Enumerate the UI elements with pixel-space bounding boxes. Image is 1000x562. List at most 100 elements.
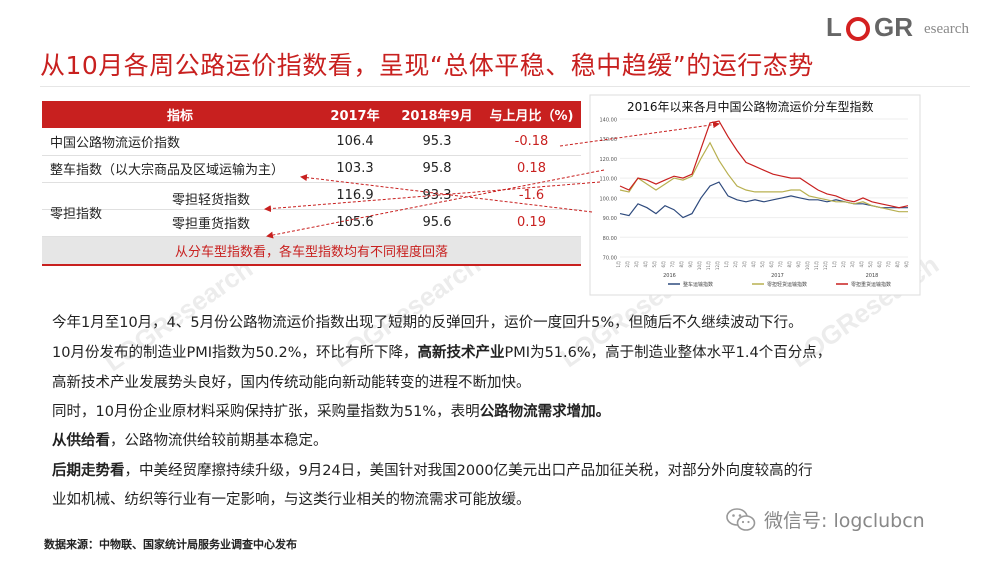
x-tick-label: 3月 — [634, 261, 639, 268]
x-tick-label: 11月 — [814, 261, 819, 270]
x-tick-label: 3月 — [850, 261, 855, 268]
x-tick-label: 5月 — [868, 261, 873, 268]
row-name-cell: 零担指数 零担轻货指数 — [42, 182, 318, 222]
text-segment: PMI为51.6%，高于制造业整体水平1.4个百分点， — [504, 345, 832, 361]
paragraph-line: 高新技术产业发展势头良好，国内传统动能向新动能转变的进程不断加快。 — [52, 376, 531, 391]
table-header-row: 指标 2017年 2018年9月 与上月比（%) — [42, 101, 581, 128]
chart-grid — [620, 118, 908, 258]
chart-x-ticks: 1月 2月 3月 4月 5月 6月 7月 8月 9月 10月 11月 12月 1月 2月 3月 4月 5月 6月 7… — [616, 261, 909, 279]
y-tick-label: 70.00 — [603, 256, 617, 262]
x-tick-label: 10月 — [805, 261, 810, 270]
x-tick-label: 7月 — [886, 261, 891, 268]
row-2018: 95.6 — [392, 209, 482, 237]
row-2017: 103.3 — [318, 155, 392, 183]
x-tick-label: 2月 — [625, 261, 630, 268]
x-tick-label: 11月 — [706, 261, 711, 270]
col-header-indicator: 指标 — [42, 101, 318, 128]
x-tick-label: 6月 — [661, 261, 666, 268]
x-tick-label: 4月 — [643, 261, 648, 268]
y-tick-label: 120.00 — [600, 157, 618, 163]
legend-label: 整车运输指数 — [683, 281, 713, 288]
x-tick-label: 2月 — [841, 261, 846, 268]
x-tick-label: 1月 — [616, 261, 621, 268]
y-tick-label: 130.00 — [600, 137, 618, 143]
x-tick-label: 1月 — [832, 261, 837, 268]
x-tick-label: 4月 — [859, 261, 864, 268]
index-table: 指标 2017年 2018年9月 与上月比（%) 中国公路物流运价指数 106.… — [42, 101, 581, 266]
row-name: 中国公路物流运价指数 — [42, 128, 318, 156]
wechat-id: 微信号: logclubcn — [764, 510, 925, 532]
row-2017: 106.4 — [318, 128, 392, 156]
y-tick-label: 80.00 — [603, 236, 617, 242]
x-tick-label: 5月 — [652, 261, 657, 268]
row-mom: -0.18 — [482, 128, 581, 156]
logo-ring — [846, 17, 870, 41]
logo-letter-l: L — [826, 12, 843, 42]
table-note-row: 从分车型指数看，各车型指数均有不同程度回落 — [42, 236, 581, 266]
x-tick-label: 8月 — [895, 261, 900, 268]
logo: L GR esearch — [826, 12, 986, 46]
row-name: 零担轻货指数 — [172, 192, 251, 208]
text-segment: 高新技术产业发展势头良好，国内传统动能向新动能转变的进程不断加快。 — [52, 375, 531, 391]
y-tick-label: 110.00 — [600, 177, 618, 183]
paragraph-line: 今年1月至10月，4、5月份公路物流运价指数出现了短期的反弹回升，运价一度回升5… — [52, 316, 803, 331]
table-note: 从分车型指数看，各车型指数均有不同程度回落 — [42, 236, 581, 266]
chart-legend: 整车运输指数 零担轻货运输指数 零担重货运输指数 — [668, 281, 891, 288]
y-tick-label: 90.00 — [603, 216, 617, 222]
x-tick-label: 7月 — [778, 261, 783, 268]
row-2018: 95.3 — [392, 128, 482, 156]
paragraph-line: 后期走势看，中美经贸摩擦持续升级，9月24日，美国针对我国2000亿美元出口产品… — [52, 464, 813, 479]
x-year-label: 2018 — [866, 273, 879, 279]
x-tick-label: 8月 — [679, 261, 684, 268]
x-tick-label: 7月 — [670, 261, 675, 268]
text-segment: 今年1月至10月，4、5月份公路物流运价指数出现了短期的反弹回升，运价一度回升5… — [52, 315, 803, 331]
line-chart: 70.00 80.00 90.00 100.00 110.00 120.00 130.00 1… — [589, 94, 921, 296]
x-tick-label: 10月 — [697, 261, 702, 270]
series-line — [619, 181, 908, 219]
series-line — [619, 120, 909, 209]
x-year-label: 2016 — [663, 273, 676, 279]
row-mom: 0.19 — [482, 209, 581, 237]
x-tick-label: 2月 — [733, 261, 738, 268]
col-header-2018-sep: 2018年9月 — [392, 101, 482, 128]
text-segment: ，中美经贸摩擦持续升级，9月24日，美国针对我国2000亿美元出口产品加征关税，… — [124, 463, 813, 479]
y-tick-label: 100.00 — [600, 196, 618, 202]
y-tick-label: 140.00 — [600, 118, 618, 124]
x-tick-label: 6月 — [769, 261, 774, 268]
x-tick-label: 8月 — [787, 261, 792, 268]
wechat-icon — [726, 507, 756, 533]
x-tick-label: 9月 — [796, 261, 801, 268]
row-2018: 93.3 — [392, 182, 482, 210]
chart-title: 2016年以来各月中国公路物流运价分车型指数 — [627, 100, 874, 114]
row-mom: -1.6 — [482, 182, 581, 210]
text-segment: ，公路物流供给较前期基本稳定。 — [110, 433, 328, 449]
table-row: 中国公路物流运价指数 106.4 95.3 -0.18 — [42, 128, 581, 156]
logo-letters-gr: GR — [874, 12, 913, 42]
emphasis-text: 高新技术产业 — [417, 345, 505, 361]
row-2018: 95.8 — [392, 155, 482, 183]
x-tick-label: 1月 — [724, 261, 729, 268]
emphasis-text: 从供给看 — [52, 433, 110, 449]
data-source: 数据来源：中物联、国家统计局服务业调查中心发布 — [44, 538, 297, 551]
paragraph-line: 10月份发布的制造业PMI指数为50.2%，环比有所下降，高新技术产业PMI为5… — [52, 346, 831, 361]
text-segment: 业如机械、纺织等行业有一定影响，与这类行业相关的物流需求可能放缓。 — [52, 492, 531, 508]
row-name: 整车指数（以大宗商品及区域运输为主） — [42, 155, 318, 183]
table-row: 零担重货指数 105.6 95.6 0.19 — [42, 209, 581, 237]
x-tick-label: 12月 — [823, 261, 828, 270]
paragraph-line: 同时，10月份企业原材料采购保持扩张，采购量指数为51%，表明公路物流需求增加。 — [52, 405, 610, 420]
row-group-name: 零担指数 — [50, 206, 103, 222]
x-tick-label: 9月 — [688, 261, 693, 268]
col-header-mom: 与上月比（%) — [482, 101, 581, 128]
x-year-label: 2017 — [771, 273, 784, 279]
emphasis-text: 公路物流需求增加。 — [479, 404, 611, 420]
chart-series — [619, 120, 909, 219]
x-tick-label: 12月 — [715, 261, 720, 270]
table-row: 整车指数（以大宗商品及区域运输为主） 103.3 95.8 0.18 — [42, 155, 581, 183]
text-segment: 同时，10月份企业原材料采购保持扩张，采购量指数为51%，表明 — [52, 404, 480, 420]
table-row: 零担指数 零担轻货指数 116.9 93.3 -1.6 — [42, 182, 581, 222]
legend-label: 零担重货运输指数 — [851, 281, 891, 288]
logo-research: esearch — [924, 21, 969, 37]
x-tick-label: 3月 — [742, 261, 747, 268]
page-title: 从10月各周公路运价指数看，呈现“总体平稳、稳中趋缓”的运行态势 — [40, 51, 814, 80]
paragraph-line: 业如机械、纺织等行业有一定影响，与这类行业相关的物流需求可能放缓。 — [52, 493, 531, 508]
